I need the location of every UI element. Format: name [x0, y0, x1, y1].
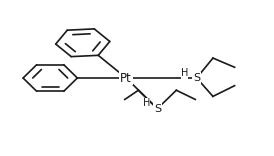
Text: Pt: Pt [120, 71, 132, 85]
Text: H: H [181, 68, 188, 78]
Text: S: S [193, 73, 200, 83]
Text: H: H [143, 98, 150, 108]
Text: S: S [154, 104, 161, 114]
